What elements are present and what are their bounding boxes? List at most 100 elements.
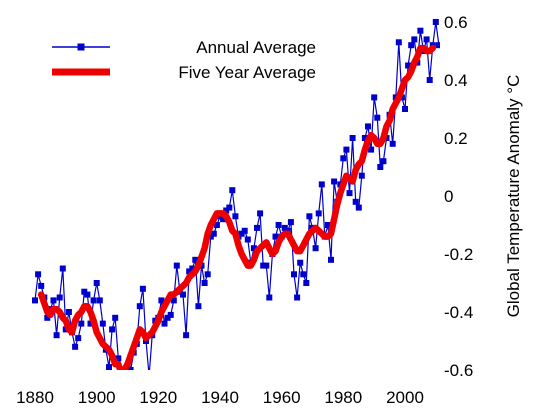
- annual-average-point: [229, 187, 236, 194]
- annual-average-point: [115, 355, 122, 362]
- legend: Annual Average Five Year Average: [52, 38, 316, 82]
- annual-average-point: [368, 146, 375, 153]
- annual-average-point: [173, 262, 180, 269]
- annual-average-point: [294, 294, 301, 301]
- annual-average-point: [53, 332, 60, 339]
- legend-label-annual: Annual Average: [196, 38, 316, 57]
- y-axis-title: Global Temperature Anomaly °C: [504, 75, 523, 318]
- y-tick-label: -0.4: [444, 303, 473, 322]
- annual-average-point: [232, 213, 239, 220]
- annual-average-point: [93, 280, 100, 286]
- annual-average-point: [349, 135, 356, 141]
- annual-average-point: [161, 320, 168, 327]
- annual-average-point: [371, 94, 378, 101]
- annual-average-point: [291, 271, 297, 278]
- annual-average-point: [127, 367, 134, 370]
- annual-average-point: [272, 233, 279, 240]
- annual-average-point: [300, 271, 307, 278]
- annual-average-point: [121, 373, 127, 379]
- annual-average-point: [204, 271, 211, 278]
- annual-average-point: [287, 219, 294, 226]
- annual-average-point: [263, 262, 270, 269]
- annual-average-point: [90, 297, 97, 304]
- annual-average-point: [241, 227, 248, 234]
- annual-average-point: [213, 222, 220, 228]
- annual-average-point: [426, 77, 433, 83]
- annual-average-point: [84, 291, 91, 298]
- annual-average-point: [192, 256, 199, 263]
- y-axis-tick-labels: 0.6 0.4 0.2 0 -0.2 -0.4 -0.6: [444, 13, 473, 380]
- annual-average-point: [38, 282, 45, 289]
- annual-average-point: [99, 320, 106, 327]
- annual-average-point: [226, 204, 233, 211]
- annual-average-point: [56, 294, 63, 301]
- x-tick-label: 1940: [201, 388, 239, 407]
- annual-average-point: [260, 262, 267, 269]
- annual-average-point: [139, 285, 146, 292]
- five-year-average-line: [37, 44, 437, 370]
- y-tick-label: 0: [444, 187, 453, 206]
- annual-average-point: [340, 155, 347, 162]
- annual-average-point: [109, 326, 116, 333]
- annual-average-point: [315, 210, 322, 217]
- annual-average-point: [343, 146, 350, 153]
- annual-average-point: [167, 311, 174, 318]
- annual-average-point: [96, 297, 103, 304]
- annual-average-point: [112, 314, 119, 321]
- annual-average-point: [220, 216, 227, 223]
- annual-average-point: [189, 265, 196, 272]
- annual-average-point: [136, 303, 143, 310]
- annual-average-point: [146, 373, 152, 379]
- annual-average-point: [355, 204, 362, 211]
- annual-average-point: [358, 172, 365, 179]
- annual-average-point: [257, 210, 264, 217]
- x-tick-label: 1880: [16, 388, 54, 407]
- legend-marker-annual: [77, 43, 85, 51]
- annual-average-point: [328, 256, 334, 263]
- x-tick-label: 1980: [324, 388, 362, 407]
- annual-average-point: [380, 158, 387, 165]
- x-tick-label: 1900: [78, 388, 116, 407]
- annual-average-point: [423, 36, 430, 43]
- annual-average-point: [306, 213, 313, 220]
- x-tick-label: 1960: [263, 388, 301, 407]
- annual-average-point: [361, 135, 368, 141]
- annual-average-point: [331, 178, 338, 185]
- annual-average-point: [158, 297, 165, 304]
- annual-average-point: [238, 230, 245, 237]
- x-tick-label: 1920: [139, 388, 177, 407]
- annual-average-point: [408, 42, 415, 49]
- annual-average-point: [35, 271, 42, 278]
- annual-average-point: [78, 320, 85, 327]
- annual-average-point: [50, 297, 57, 304]
- annual-average-point: [254, 224, 260, 231]
- annual-average-point: [59, 265, 66, 272]
- annual-average-point: [266, 294, 273, 301]
- x-tick-label: 2000: [386, 388, 424, 407]
- annual-average-point: [201, 280, 208, 286]
- annual-average-point: [389, 140, 396, 147]
- annual-average-point: [32, 297, 38, 304]
- annual-average-point: [244, 236, 251, 243]
- annual-average-point: [75, 335, 82, 342]
- annual-average-point: [395, 39, 402, 46]
- y-tick-label: -0.2: [444, 245, 473, 264]
- annual-average-point: [297, 259, 304, 266]
- annual-average-point: [346, 190, 353, 197]
- plot-area: [32, 19, 440, 379]
- y-tick-label: 0.2: [444, 129, 468, 148]
- legend-label-five-year: Five Year Average: [178, 63, 316, 82]
- annual-average-point: [164, 314, 171, 321]
- x-axis-tick-labels: 1880 1900 1920 1940 1960 1980 2000: [16, 388, 424, 407]
- annual-average-point: [44, 314, 51, 321]
- annual-average-point: [106, 364, 112, 370]
- annual-average-point: [417, 27, 424, 34]
- annual-average-point: [303, 280, 310, 286]
- annual-average-point: [72, 343, 79, 350]
- annual-average-point: [352, 198, 359, 205]
- annual-average-point: [411, 36, 418, 43]
- y-tick-label: 0.6: [444, 13, 468, 32]
- annual-average-point: [210, 230, 217, 237]
- y-tick-label: -0.6: [444, 361, 473, 380]
- annual-average-point: [186, 268, 193, 275]
